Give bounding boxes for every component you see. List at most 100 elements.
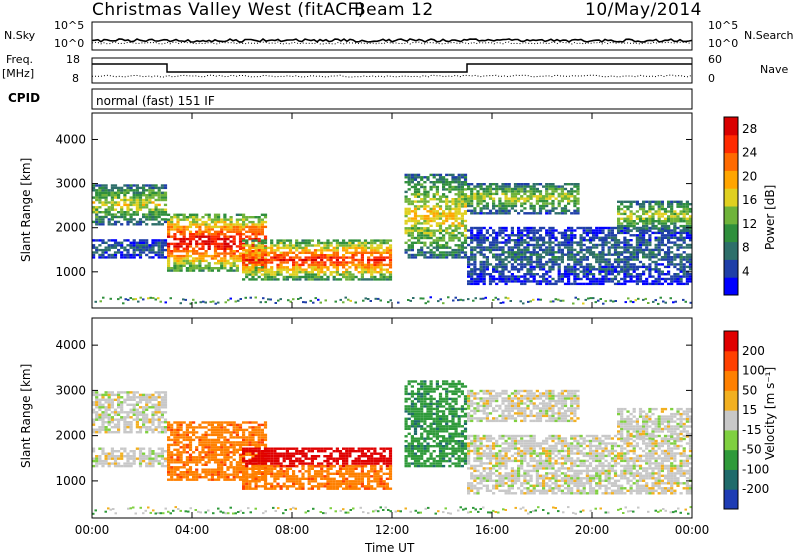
power-cell-band-5 <box>539 195 542 197</box>
power-cell-band-4 <box>458 183 461 185</box>
power-cell-band-6 <box>498 246 501 248</box>
velocity-cell-band-1 <box>105 453 108 455</box>
power-cell-band-6 <box>558 241 561 243</box>
power-cell-band-6 <box>470 249 473 251</box>
velocity-cell-band-2 <box>245 436 248 438</box>
power-cell-band-6 <box>614 234 617 236</box>
power-cell-band-6 <box>489 273 492 275</box>
power-cell-band-6 <box>617 256 620 258</box>
power-cell-band-0 <box>114 187 117 189</box>
power-cell-band-4 <box>451 234 454 236</box>
power-cell-band-4 <box>464 230 467 232</box>
velocity-cell-band-0 <box>142 394 145 396</box>
velocity-cell-band-2 <box>236 431 239 433</box>
power-cell-band-6 <box>608 273 611 275</box>
power-cell-band-2 <box>167 269 170 271</box>
power-ground-scatter-cell <box>210 301 213 303</box>
power-cell-band-0 <box>108 194 111 196</box>
power-cell-band-3 <box>358 271 361 273</box>
power-cell-band-6 <box>505 280 508 282</box>
power-cell-band-4 <box>442 234 445 236</box>
power-cell-band-5 <box>508 185 511 187</box>
power-cell-band-6 <box>676 283 679 285</box>
power-cell-band-3 <box>261 247 264 249</box>
power-cell-band-0 <box>155 187 158 189</box>
power-ground-scatter-cell <box>122 302 125 304</box>
power-cell-band-6 <box>508 234 511 236</box>
power-cell-band-4 <box>414 220 417 222</box>
power-cell-band-4 <box>411 249 414 251</box>
power-cell-band-1 <box>161 254 164 256</box>
power-cell-band-3 <box>336 269 339 271</box>
power-cell-band-6 <box>583 254 586 256</box>
power-cell-band-2 <box>198 236 201 238</box>
velocity-cell-band-2 <box>208 439 211 441</box>
power-cell-band-6 <box>501 237 504 239</box>
power-cell-band-3 <box>317 273 320 275</box>
power-cell-band-6 <box>661 249 664 251</box>
power-cell-band-2 <box>223 250 226 252</box>
power-cell-band-2 <box>173 260 176 262</box>
power-cell-band-0 <box>130 218 133 220</box>
power-cell-band-5 <box>530 212 533 214</box>
power-cell-band-2 <box>176 231 179 233</box>
power-cell-band-5 <box>476 195 479 197</box>
power-cell-band-6 <box>639 275 642 277</box>
power-cell-band-6 <box>636 273 639 275</box>
velocity-cell-band-0 <box>101 424 104 426</box>
power-ground-scatter-cell <box>455 297 458 299</box>
power-cell-band-0 <box>136 204 139 206</box>
power-cell-band-5 <box>467 185 470 187</box>
power-cell-band-2 <box>261 221 264 223</box>
power-cell-band-3 <box>351 242 354 244</box>
power-cell-band-0 <box>117 201 120 203</box>
power-cell-band-6 <box>676 280 679 282</box>
velocity-cell-band-1 <box>164 460 167 462</box>
power-ground-scatter-cell <box>645 298 648 300</box>
power-cell-band-0 <box>155 206 158 208</box>
power-cell-band-0 <box>145 223 148 225</box>
power-cell-band-4 <box>442 251 445 253</box>
velocity-cell-band-0 <box>155 414 158 416</box>
power-cell-band-0 <box>126 199 129 201</box>
power-cell-band-6 <box>542 273 545 275</box>
power-cell-band-1 <box>161 247 164 249</box>
power-cell-band-5 <box>539 200 542 202</box>
power-cell-band-2 <box>189 233 192 235</box>
velocity-cell-band-0 <box>151 394 154 396</box>
velocity-cell-band-1 <box>117 458 120 460</box>
power-cell-band-3 <box>317 264 320 266</box>
power-cell-band-4 <box>451 217 454 219</box>
power-cell-band-0 <box>114 216 117 218</box>
power-cell-band-6 <box>570 251 573 253</box>
power-cell-band-6 <box>555 237 558 239</box>
power-cell-band-2 <box>223 219 226 221</box>
power-cell-band-4 <box>405 227 408 229</box>
power-cell-band-4 <box>436 213 439 215</box>
velocity-cell-band-0 <box>120 419 123 421</box>
power-cell-band-6 <box>592 275 595 277</box>
power-cell-band-6 <box>651 261 654 263</box>
power-cell-band-4 <box>420 200 423 202</box>
power-cell-band-6 <box>498 273 501 275</box>
power-cell-band-5 <box>489 198 492 200</box>
velocity-cell-band-1 <box>161 462 164 464</box>
power-cell-band-0 <box>145 204 148 206</box>
power-cell-band-2 <box>239 238 242 240</box>
power-cell-band-4 <box>408 249 411 251</box>
power-cell-band-4 <box>442 186 445 188</box>
power-cell-band-3 <box>242 261 245 263</box>
power-cell-band-6 <box>680 278 683 280</box>
power-cell-band-4 <box>445 254 448 256</box>
power-cell-band-6 <box>683 283 686 285</box>
velocity-cell-band-2 <box>233 476 236 478</box>
power-cell-band-4 <box>439 208 442 210</box>
power-cell-band-4 <box>464 220 467 222</box>
power-cell-band-3 <box>255 239 258 241</box>
power-cell-band-6 <box>658 278 661 280</box>
velocity-cell-band-2 <box>226 474 229 476</box>
power-cell-band-2 <box>192 267 195 269</box>
power-cell-band-4 <box>439 244 442 246</box>
power-ground-scatter-cell <box>347 299 350 301</box>
power-cell-band-2 <box>211 219 214 221</box>
